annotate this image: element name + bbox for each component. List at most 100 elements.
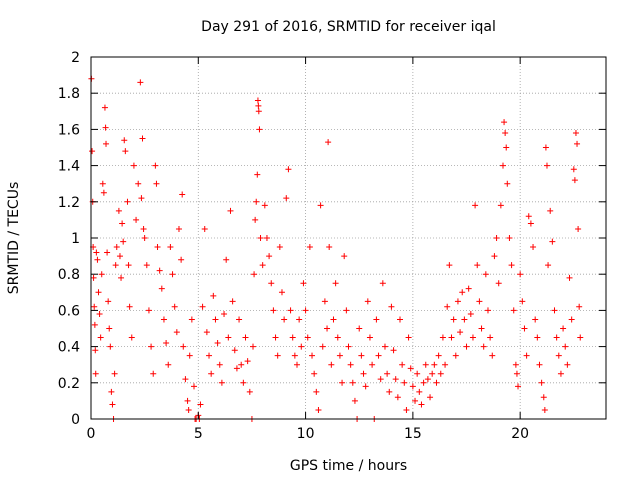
data-point xyxy=(175,225,182,232)
data-point xyxy=(212,316,219,323)
data-point xyxy=(111,370,118,377)
data-point xyxy=(92,347,99,354)
data-point xyxy=(240,379,247,386)
data-point xyxy=(472,202,479,209)
data-point xyxy=(97,334,104,341)
data-point xyxy=(253,198,260,205)
data-point xyxy=(491,253,498,260)
data-point xyxy=(105,298,112,305)
data-point xyxy=(115,207,122,214)
data-point xyxy=(574,140,581,147)
data-point xyxy=(536,361,543,368)
data-point xyxy=(399,361,406,368)
data-point xyxy=(480,343,487,350)
data-point xyxy=(401,379,408,386)
data-point xyxy=(519,298,526,305)
data-point xyxy=(281,316,288,323)
data-point xyxy=(238,361,245,368)
data-point xyxy=(153,180,160,187)
x-tick-label: 10 xyxy=(297,426,315,442)
data-point xyxy=(448,334,455,341)
data-point xyxy=(93,249,100,256)
data-point xyxy=(515,383,522,390)
data-point xyxy=(542,144,549,151)
data-point xyxy=(304,334,311,341)
data-point xyxy=(221,311,228,318)
data-point xyxy=(439,334,446,341)
x-tick-label: 20 xyxy=(511,426,529,442)
data-point xyxy=(336,352,343,359)
data-point xyxy=(407,365,414,372)
data-point xyxy=(551,307,558,314)
data-point xyxy=(120,238,127,245)
data-point xyxy=(227,207,234,214)
data-point xyxy=(121,137,128,144)
ticks-layer xyxy=(90,56,606,420)
data-point xyxy=(184,397,191,404)
data-point xyxy=(577,334,584,341)
data-point xyxy=(180,343,187,350)
data-point xyxy=(173,329,180,336)
data-point xyxy=(467,311,474,318)
data-point xyxy=(525,213,532,220)
data-point xyxy=(268,280,275,287)
data-point xyxy=(523,352,530,359)
data-point xyxy=(163,339,170,346)
data-point xyxy=(527,220,534,227)
data-point xyxy=(191,383,197,390)
data-point xyxy=(201,225,208,232)
data-point xyxy=(274,352,281,359)
data-point xyxy=(231,347,238,354)
data-point xyxy=(296,316,303,323)
data-point xyxy=(214,339,221,346)
y-tick-label: 0.2 xyxy=(58,376,80,392)
data-point xyxy=(345,343,352,350)
data-point xyxy=(513,370,520,377)
data-point xyxy=(266,253,273,260)
data-point xyxy=(139,135,146,142)
data-point xyxy=(130,162,137,169)
data-point xyxy=(341,253,348,260)
data-point xyxy=(530,244,537,251)
data-point xyxy=(306,244,313,251)
data-point xyxy=(489,352,496,359)
data-point xyxy=(557,370,564,377)
data-point xyxy=(254,171,261,178)
data-point xyxy=(343,307,350,314)
data-point xyxy=(562,343,569,350)
data-point xyxy=(461,316,468,323)
data-point xyxy=(185,406,192,413)
data-point xyxy=(118,274,125,281)
data-point xyxy=(317,202,324,209)
data-point xyxy=(259,262,266,269)
data-point xyxy=(119,220,126,227)
data-point xyxy=(255,102,262,109)
data-point xyxy=(474,262,481,269)
data-point xyxy=(349,379,356,386)
data-point xyxy=(278,289,285,296)
data-point xyxy=(169,271,176,278)
data-point xyxy=(547,207,554,214)
data-point xyxy=(366,334,373,341)
data-point xyxy=(405,334,412,341)
y-axis-label: SRMTID / TECUs xyxy=(6,182,22,295)
data-point xyxy=(457,329,464,336)
data-point xyxy=(568,316,575,323)
data-point xyxy=(512,361,519,368)
data-point xyxy=(532,316,539,323)
data-point xyxy=(495,280,502,287)
y-tick-label: 0 xyxy=(71,412,80,428)
data-point xyxy=(90,274,97,281)
data-point xyxy=(91,303,98,310)
data-point xyxy=(291,352,298,359)
data-point xyxy=(454,298,461,305)
data-point xyxy=(99,180,106,187)
data-point xyxy=(216,361,223,368)
data-point xyxy=(182,376,189,383)
data-point xyxy=(289,334,296,341)
data-point xyxy=(315,406,322,413)
data-point xyxy=(225,334,232,341)
data-point xyxy=(309,352,316,359)
data-point xyxy=(508,262,515,269)
